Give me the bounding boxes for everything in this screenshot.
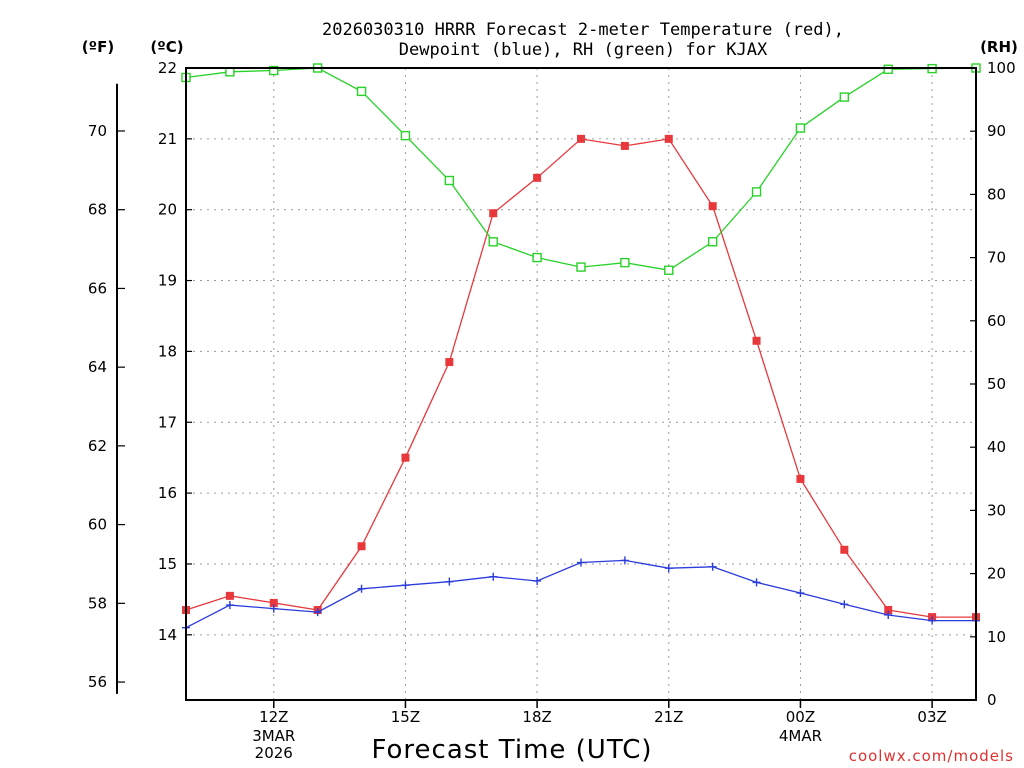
celsius-tick-label-22: 22 — [158, 59, 177, 77]
fahrenheit-tick-label-68: 68 — [88, 201, 107, 219]
rh-unit-label: (RH) — [980, 38, 1018, 56]
dewpoint-point-26 — [884, 610, 893, 619]
temperature-line — [185, 138, 976, 618]
dewpoint-point-11 — [225, 601, 234, 610]
temperature-point-25 — [840, 545, 849, 554]
fahrenheit-tick-label-56: 56 — [88, 673, 107, 691]
rh-tick-label-100: 100 — [987, 59, 1016, 77]
temperature-point-18 — [533, 173, 542, 182]
temperature-point-22 — [708, 202, 717, 211]
fahrenheit-tick-label-70: 70 — [88, 122, 107, 140]
credit-text: coolwx.com/models — [849, 747, 1014, 765]
dewpoint-point-23 — [752, 578, 761, 587]
dewpoint-point-15 — [401, 581, 410, 590]
dewpoint-point-16 — [445, 577, 454, 586]
x-year-label-2026: 2026 — [255, 744, 293, 762]
rh-point-16 — [444, 175, 455, 186]
celsius-tick-label-14: 14 — [158, 626, 177, 644]
rh-line — [185, 67, 977, 271]
fahrenheit-unit-label: (ºF) — [82, 38, 114, 56]
rh-point-14 — [356, 86, 367, 97]
rh-point-22 — [707, 237, 718, 247]
fahrenheit-tick-label-62: 62 — [88, 437, 107, 455]
celsius-tick-label-21: 21 — [158, 130, 177, 148]
celsius-tick-label-15: 15 — [158, 555, 177, 573]
rh-tick-label-80: 80 — [987, 185, 1006, 203]
temperature-point-11 — [225, 591, 234, 600]
rh-tick-label-70: 70 — [987, 249, 1006, 267]
x-axis-title: Forecast Time (UTC) — [371, 735, 652, 765]
series-layer — [181, 63, 981, 632]
temperature-point-19 — [577, 134, 585, 143]
dewpoint-point-20 — [620, 556, 629, 565]
temperature-point-14 — [357, 542, 366, 551]
rh-tick-label-0: 0 — [987, 691, 997, 709]
grid-lines — [186, 67, 976, 700]
x-tick-label-18Z: 18Z — [522, 708, 551, 726]
x-tick-label-00Z: 00Z — [786, 708, 815, 726]
dewpoint-point-14 — [357, 584, 366, 593]
x-tick-label-21Z: 21Z — [654, 708, 683, 726]
plot-frame — [185, 67, 977, 701]
rh-tick-label-40: 40 — [987, 438, 1006, 456]
rh-tick-label-50: 50 — [987, 375, 1006, 393]
dewpoint-point-12 — [269, 604, 278, 613]
dewpoint-line — [185, 559, 976, 629]
x-tick-label-12Z: 12Z — [259, 708, 288, 726]
temperature-point-24 — [796, 474, 805, 483]
rh-point-26 — [883, 64, 893, 74]
chart-title-line-1: 2026030310 HRRR Forecast 2-meter Tempera… — [322, 20, 844, 40]
rh-point-12 — [269, 65, 279, 76]
temperature-point-21 — [664, 134, 673, 143]
dewpoint-point-25 — [840, 600, 849, 609]
dewpoint-point-13 — [313, 608, 322, 617]
x-tick-label-15Z: 15Z — [391, 708, 420, 726]
fahrenheit-tick-label-66: 66 — [88, 279, 107, 297]
rh-tick-label-60: 60 — [987, 312, 1006, 330]
dewpoint-point-17 — [489, 572, 498, 581]
temperature-point-17 — [489, 209, 498, 218]
temperature-point-16 — [445, 358, 454, 367]
temperature-point-26 — [884, 606, 893, 615]
rh-point-21 — [664, 265, 674, 275]
dewpoint-point-18 — [533, 576, 542, 585]
dewpoint-point-19 — [577, 558, 585, 567]
rh-tick-label-90: 90 — [987, 122, 1006, 140]
celsius-tick-label-18: 18 — [158, 342, 177, 360]
temperature-point-23 — [752, 336, 761, 345]
rh-point-19 — [576, 262, 586, 272]
rh-point-17 — [488, 237, 498, 247]
dewpoint-point-27 — [928, 616, 937, 625]
x-tick-label-03Z: 03Z — [917, 708, 946, 726]
celsius-unit-label: (ºC) — [150, 38, 183, 56]
fahrenheit-tick-label-64: 64 — [88, 358, 107, 376]
dewpoint-point-24 — [796, 589, 805, 598]
x-date-label-3MAR: 3MAR — [252, 727, 295, 745]
temperature-point-12 — [269, 598, 278, 607]
rh-tick-label-20: 20 — [987, 565, 1006, 583]
chart-title-line-2: Dewpoint (blue), RH (green) for KJAX — [399, 40, 768, 60]
fahrenheit-tick-label-58: 58 — [88, 594, 107, 612]
rh-point-25 — [839, 92, 850, 102]
rh-tick-label-10: 10 — [987, 628, 1006, 646]
rh-point-23 — [751, 187, 762, 197]
rh-point-15 — [400, 130, 411, 141]
celsius-tick-label-16: 16 — [158, 484, 177, 502]
celsius-tick-label-19: 19 — [158, 272, 177, 290]
celsius-tick-label-20: 20 — [158, 201, 177, 219]
fahrenheit-tick-label-60: 60 — [88, 516, 107, 534]
x-date-label-4MAR: 4MAR — [779, 727, 822, 745]
temperature-point-15 — [401, 453, 410, 462]
rh-point-20 — [620, 257, 630, 268]
celsius-tick-label-17: 17 — [158, 413, 177, 431]
rh-point-24 — [795, 123, 806, 133]
temperature-point-20 — [620, 141, 629, 150]
dewpoint-point-22 — [708, 562, 717, 571]
dewpoint-point-21 — [664, 564, 673, 573]
rh-tick-label-30: 30 — [987, 501, 1006, 519]
rh-point-18 — [532, 252, 542, 263]
